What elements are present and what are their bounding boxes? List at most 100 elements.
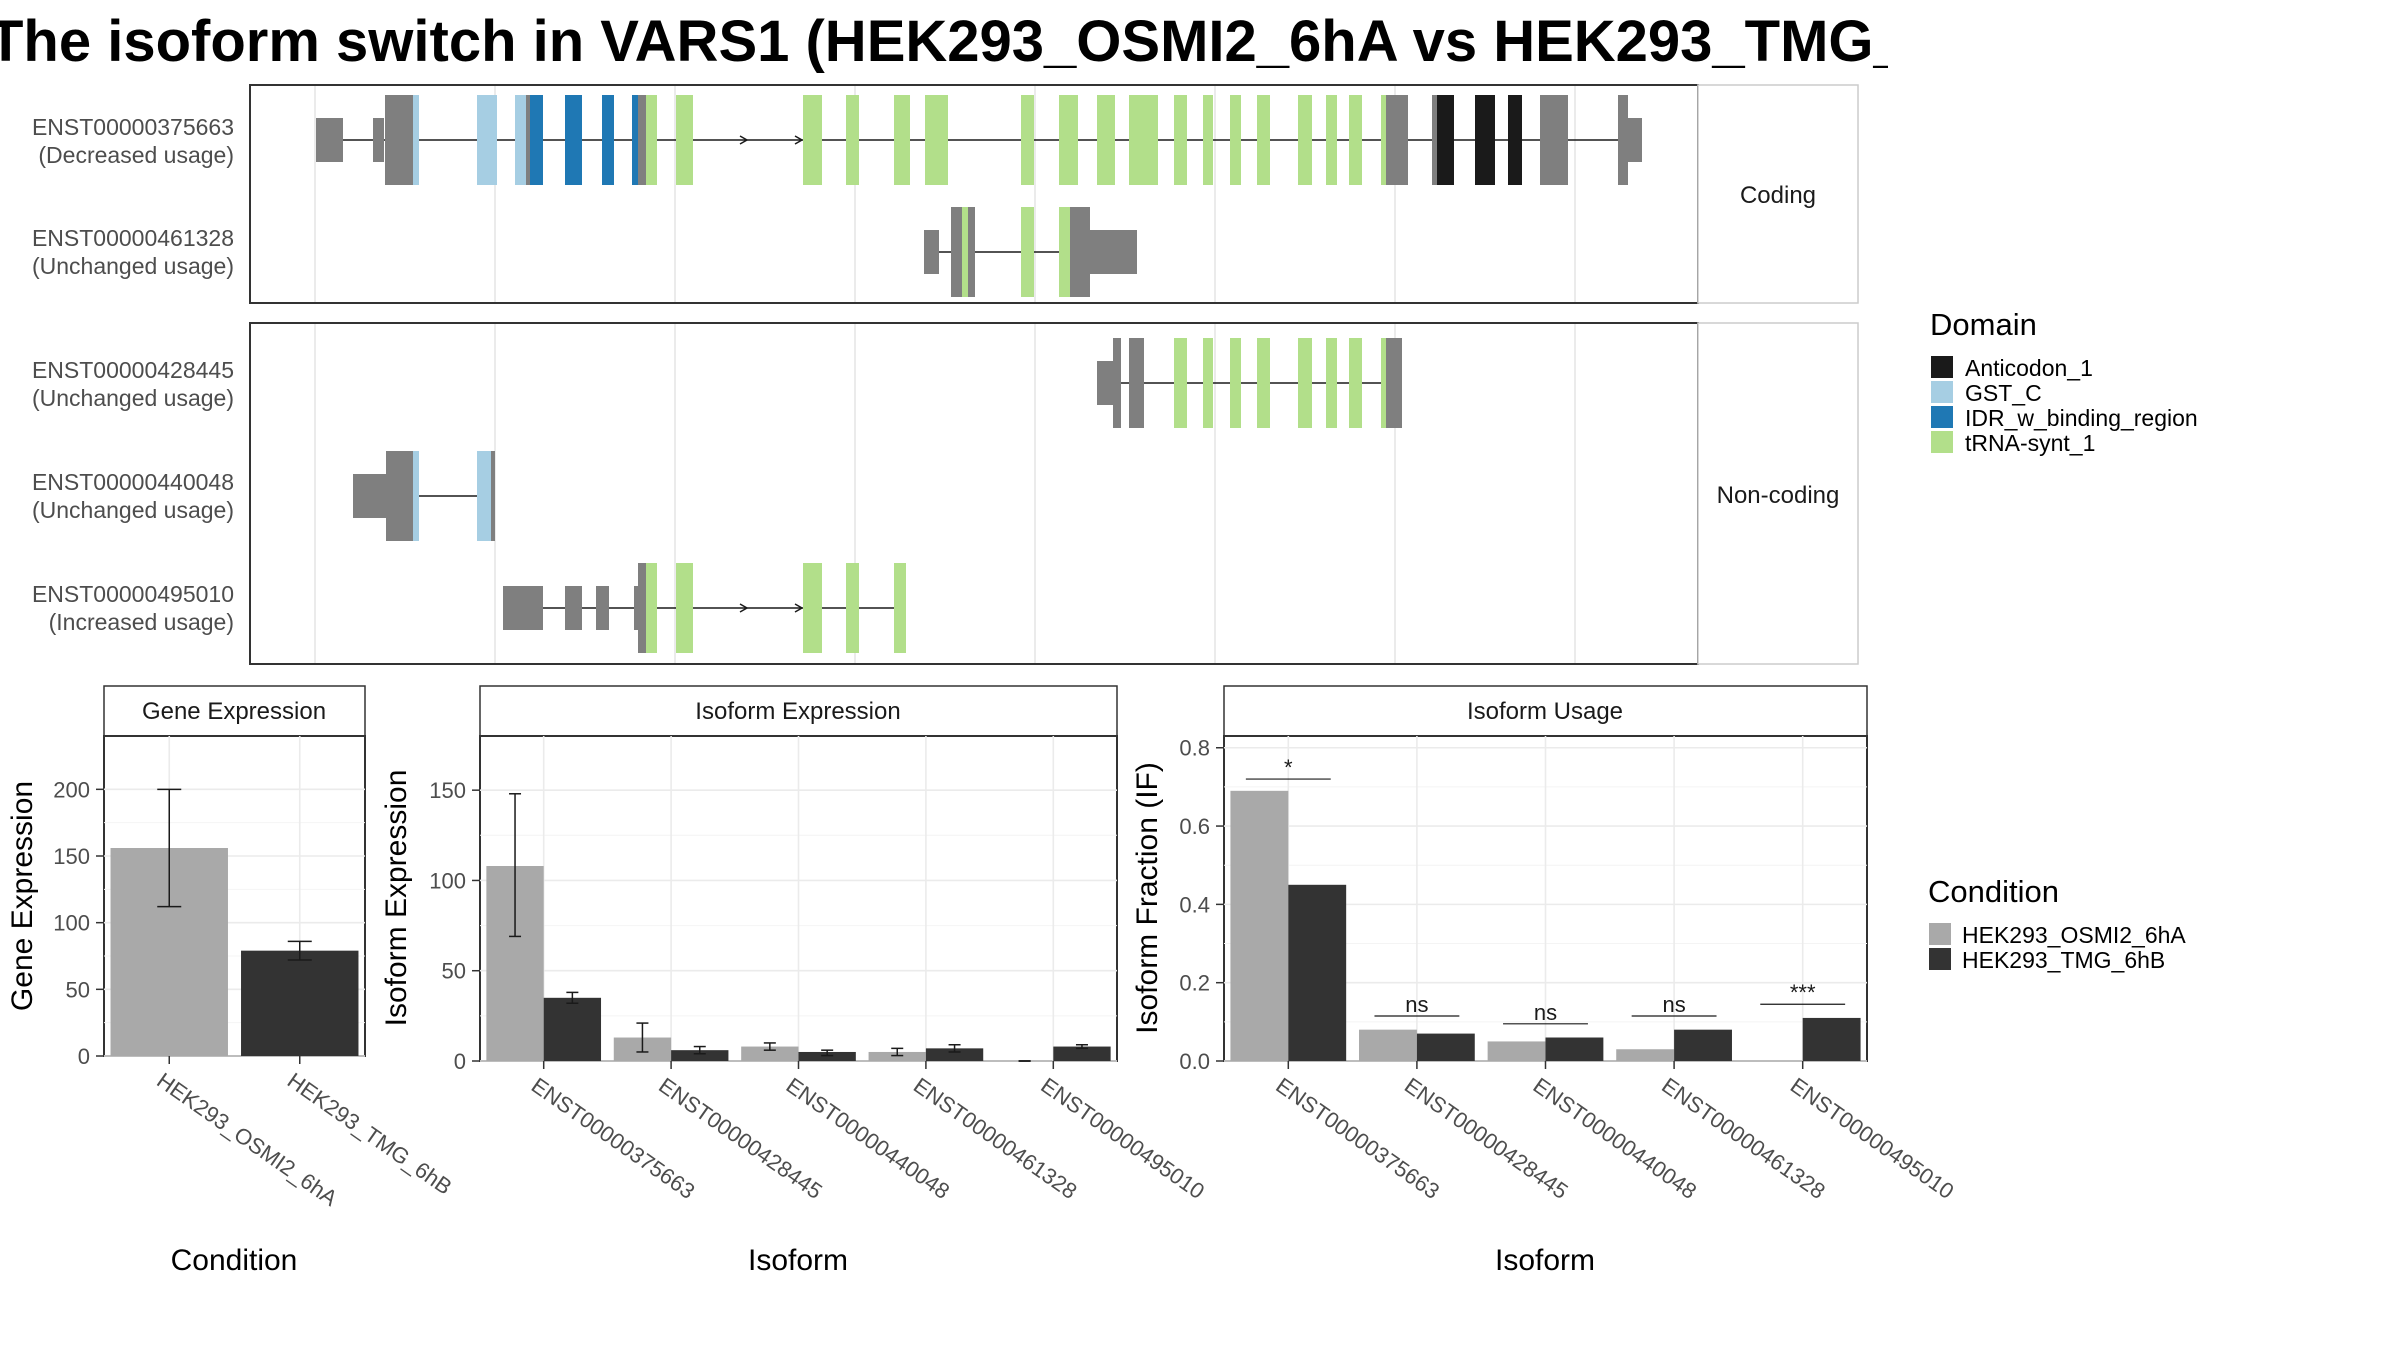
legend-key-gst-c	[1931, 381, 1953, 403]
exon-block	[596, 586, 609, 630]
exon-block	[638, 563, 646, 653]
bar	[1359, 1029, 1417, 1061]
significance-label: *	[1284, 755, 1293, 780]
bar	[1674, 1029, 1732, 1061]
panel-title: Isoform Expression	[695, 698, 900, 725]
significance-label: ns	[1534, 1000, 1557, 1025]
strand-arrow	[794, 603, 804, 613]
x-axis-title: Isoform	[1495, 1244, 1595, 1277]
transcript-label-id: ENST00000461328	[32, 225, 234, 251]
exon-block	[1432, 95, 1437, 185]
domain-exon-block	[962, 207, 968, 297]
domain-exon-block	[1381, 338, 1386, 428]
noncoding-panel-frame	[249, 322, 1699, 665]
domain-exon-block	[803, 563, 822, 653]
transcript-label-id: ENST00000495010	[32, 581, 234, 607]
exon-block	[385, 95, 413, 185]
y-axis-title: Isoform Fraction (IF)	[1131, 762, 1164, 1034]
exon-block	[1129, 338, 1144, 428]
domain-exon-block	[1230, 95, 1241, 185]
domain-exon-block	[646, 95, 657, 185]
transcript-label-usage: (Decreased usage)	[38, 142, 234, 168]
exon-block	[386, 451, 413, 541]
domain-exon-block	[1230, 338, 1241, 428]
domain-exon-block	[413, 451, 419, 541]
domain-exon-block	[1326, 338, 1337, 428]
legend-label: IDR_w_binding_region	[1965, 405, 2198, 431]
bar	[1230, 790, 1289, 1061]
exon-block	[316, 118, 343, 162]
legend-key-trna-synt	[1931, 431, 1953, 453]
domain-exon-block	[1021, 207, 1034, 297]
domain-exon-block	[1475, 95, 1495, 185]
strand-arrow	[739, 603, 749, 613]
domain-exon-block	[1257, 338, 1270, 428]
domain-exon-block	[1349, 338, 1362, 428]
domain-exon-block	[1059, 95, 1078, 185]
domain-exon-block	[1097, 95, 1115, 185]
y-tick-label: 0.4	[1179, 892, 1210, 917]
legend-key-osmi2	[1929, 923, 1951, 945]
coding-strip	[1697, 84, 1859, 304]
bar	[1545, 1037, 1604, 1061]
domain-exon-block	[1298, 95, 1312, 185]
noncoding-strip	[1697, 322, 1859, 665]
strand-arrow	[794, 135, 804, 145]
facet-strip	[479, 685, 1118, 737]
domain-exon-block	[1381, 95, 1386, 185]
transcript-structures	[316, 95, 1642, 653]
exon-block	[503, 586, 543, 630]
y-tick-label: 100	[429, 868, 466, 893]
bar	[543, 997, 602, 1061]
legend-key-tmg	[1929, 948, 1951, 970]
transcript-label-usage: (Increased usage)	[49, 609, 234, 635]
exon-block	[634, 586, 638, 630]
legend-key-anticodon	[1931, 356, 1953, 378]
y-tick-label: 0	[454, 1049, 466, 1074]
domain-exon-block	[1349, 95, 1362, 185]
domain-legend: Domain Anticodon_1 GST_C IDR_w_binding_r…	[1930, 307, 2198, 456]
domain-exon-block	[803, 95, 822, 185]
domain-exon-block	[515, 95, 526, 185]
legend-label: HEK293_TMG_6hB	[1962, 947, 2165, 973]
domain-exon-block	[1298, 338, 1312, 428]
isoform-expression-panel: Isoform Expression 050100150ENST00000375…	[380, 685, 1209, 1277]
strand-arrow	[739, 135, 749, 145]
x-axis-title: Condition	[171, 1244, 298, 1277]
domain-legend-title: Domain	[1930, 307, 2037, 342]
domain-exon-block	[1203, 95, 1213, 185]
exon-block	[526, 95, 530, 185]
exon-block	[565, 586, 582, 630]
domain-exon-block	[846, 95, 859, 185]
exon-block	[951, 207, 962, 297]
domain-exon-block	[477, 95, 497, 185]
domain-exon-block	[1174, 338, 1187, 428]
exon-block	[968, 207, 975, 297]
y-tick-label: 0.6	[1179, 814, 1210, 839]
domain-exon-block	[1129, 95, 1158, 185]
transcript-label-usage: (Unchanged usage)	[32, 253, 234, 279]
y-tick-label: 0.8	[1179, 736, 1210, 761]
facet-strip	[1223, 685, 1868, 737]
strip-label-noncoding: Non-coding	[1717, 482, 1840, 509]
exon-block	[924, 230, 939, 274]
domain-exon-block	[632, 95, 638, 185]
bar	[1053, 1046, 1111, 1061]
y-tick-label: 100	[53, 911, 90, 936]
exon-block	[491, 451, 495, 541]
x-axis-title: Isoform	[748, 1244, 848, 1277]
domain-exon-block	[1437, 95, 1454, 185]
legend-label: Anticodon_1	[1965, 355, 2093, 381]
y-axis-title: Gene Expression	[6, 781, 39, 1011]
exon-block	[1113, 338, 1121, 428]
y-tick-label: 150	[53, 844, 90, 869]
exon-block	[638, 95, 646, 185]
significance-label: ns	[1405, 992, 1428, 1017]
exon-block	[1386, 338, 1402, 428]
domain-exon-block	[1174, 95, 1187, 185]
strip-label-coding: Coding	[1740, 182, 1816, 209]
exon-block	[1618, 95, 1628, 185]
y-tick-label: 50	[442, 959, 466, 984]
domain-exon-block	[676, 95, 693, 185]
